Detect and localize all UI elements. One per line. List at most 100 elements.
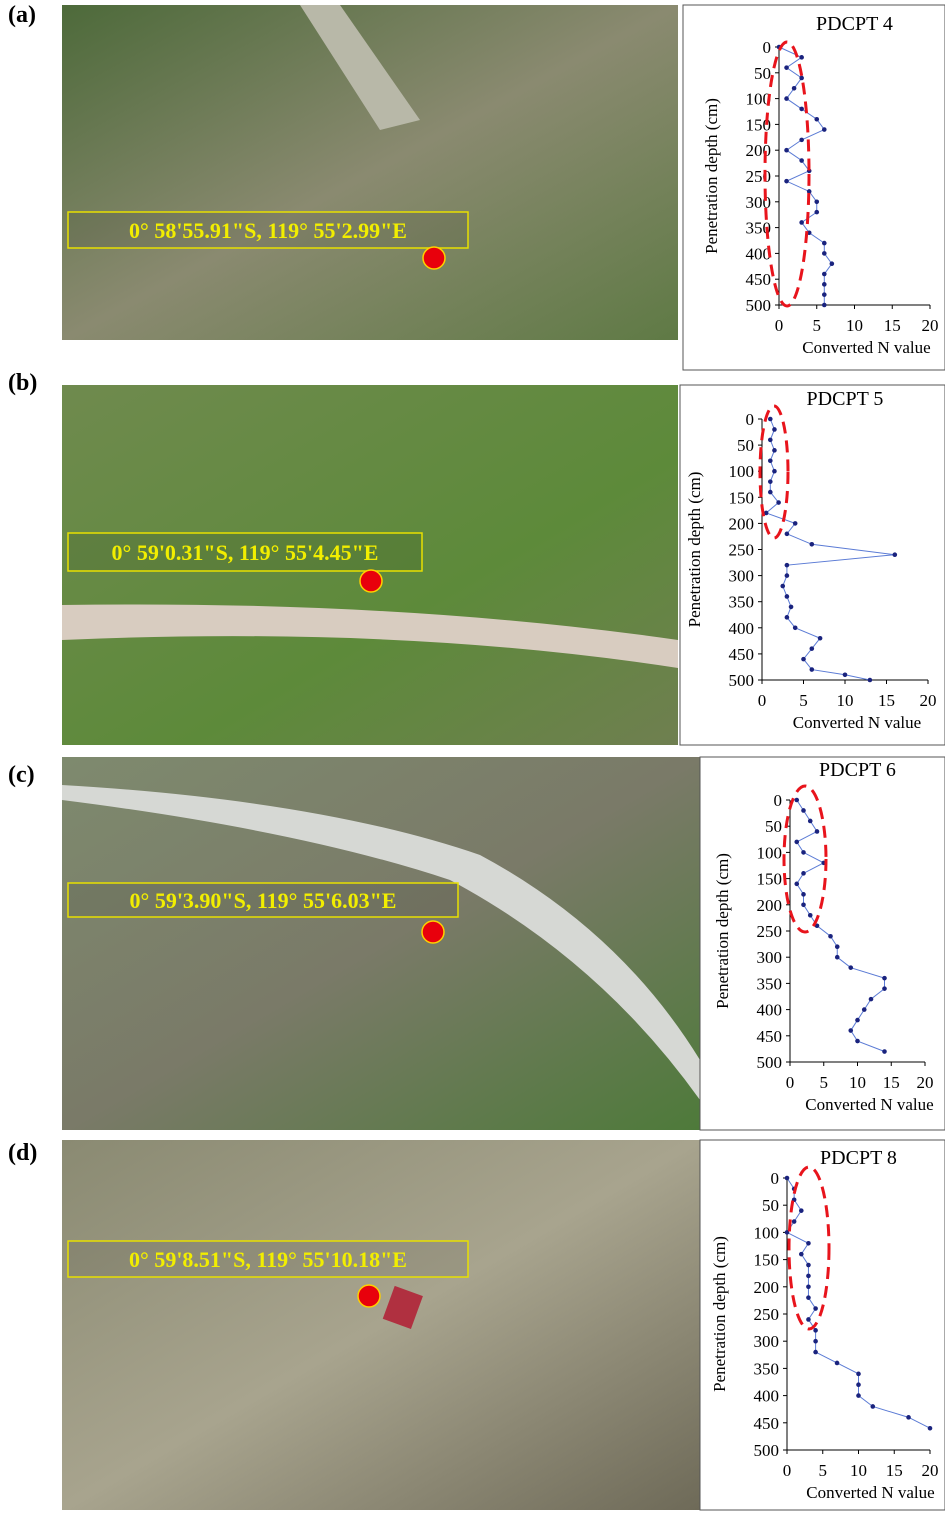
data-point (794, 798, 799, 803)
coordinate-text: 0° 59'0.31"S, 119° 55'4.45"E (112, 540, 379, 565)
x-tick-label: 5 (820, 1073, 829, 1092)
y-tick-label: 300 (729, 567, 755, 586)
coordinate-text: 0° 58'55.91"S, 119° 55'2.99"E (129, 218, 407, 243)
location-marker (423, 247, 445, 269)
data-point (789, 605, 794, 610)
data-point (801, 903, 806, 908)
data-point (776, 500, 781, 505)
data-point (835, 1361, 840, 1366)
y-tick-label: 450 (754, 1414, 780, 1433)
y-tick-label: 450 (746, 270, 772, 289)
y-tick-label: 0 (763, 38, 772, 57)
data-point (801, 871, 806, 876)
y-tick-label: 350 (729, 593, 755, 612)
data-point (808, 913, 813, 918)
data-point (822, 127, 827, 132)
data-point (814, 210, 819, 215)
data-point (785, 563, 790, 568)
y-tick-label: 300 (757, 948, 783, 967)
data-point (794, 840, 799, 845)
y-axis-label: Penetration depth (cm) (713, 853, 732, 1009)
chart-title: PDCPT 8 (820, 1147, 897, 1169)
x-tick-label: 20 (917, 1073, 934, 1092)
y-tick-label: 450 (757, 1027, 783, 1046)
coordinate-text: 0° 59'3.90"S, 119° 55'6.03"E (130, 888, 397, 913)
data-point (830, 261, 835, 266)
y-axis-label: Penetration depth (cm) (685, 472, 704, 628)
x-axis-label: Converted N value (806, 1483, 934, 1502)
x-tick-label: 10 (850, 1461, 867, 1480)
x-tick-label: 15 (883, 1073, 900, 1092)
y-tick-label: 500 (754, 1441, 780, 1460)
data-point (855, 1039, 860, 1044)
data-point (794, 882, 799, 887)
y-tick-label: 300 (754, 1332, 780, 1351)
data-point (793, 521, 798, 526)
panel-label: (d) (8, 1140, 37, 1166)
data-point (869, 997, 874, 1002)
data-point (862, 1007, 867, 1012)
x-tick-label: 10 (846, 316, 863, 335)
chart-title: PDCPT 4 (816, 13, 893, 35)
data-point (784, 65, 789, 70)
y-tick-label: 400 (746, 244, 772, 263)
y-tick-label: 400 (757, 1001, 783, 1020)
data-point (848, 1028, 853, 1033)
x-tick-label: 0 (783, 1461, 792, 1480)
data-point (768, 479, 773, 484)
y-tick-label: 400 (729, 619, 755, 638)
data-point (785, 615, 790, 620)
data-point (810, 667, 815, 672)
data-point (793, 626, 798, 631)
data-point (806, 1274, 811, 1279)
location-marker (358, 1285, 380, 1307)
y-tick-label: 250 (757, 922, 783, 941)
data-point (822, 303, 827, 308)
y-tick-label: 350 (757, 974, 783, 993)
x-tick-label: 5 (819, 1461, 828, 1480)
data-point (799, 1252, 804, 1257)
y-tick-label: 200 (746, 141, 772, 160)
x-tick-label: 15 (878, 691, 895, 710)
y-tick-label: 150 (729, 488, 755, 507)
data-point (822, 241, 827, 246)
data-point (806, 1295, 811, 1300)
location-marker (360, 570, 382, 592)
data-point (768, 490, 773, 495)
x-tick-label: 5 (799, 691, 808, 710)
aerial-photo (62, 1140, 700, 1510)
data-point (843, 672, 848, 677)
y-tick-label: 100 (746, 90, 772, 109)
x-tick-label: 5 (813, 316, 822, 335)
data-point (814, 117, 819, 122)
y-tick-label: 50 (762, 1196, 779, 1215)
y-tick-label: 0 (774, 791, 783, 810)
y-tick-label: 500 (729, 671, 755, 690)
data-point (792, 1219, 797, 1224)
data-point (799, 138, 804, 143)
data-point (822, 251, 827, 256)
data-point (768, 438, 773, 443)
data-point (810, 646, 815, 651)
data-point (785, 532, 790, 537)
data-point (835, 944, 840, 949)
data-point (835, 955, 840, 960)
data-point (882, 1049, 887, 1054)
y-tick-label: 0 (771, 1169, 780, 1188)
data-point (772, 448, 777, 453)
panel-label: (a) (8, 2, 36, 28)
y-tick-label: 100 (757, 843, 783, 862)
data-point (784, 96, 789, 101)
y-axis-label: Penetration depth (cm) (710, 1236, 729, 1392)
y-tick-label: 50 (754, 64, 771, 83)
y-tick-label: 400 (754, 1387, 780, 1406)
data-point (806, 1241, 811, 1246)
x-tick-label: 10 (837, 691, 854, 710)
coordinate-text: 0° 59'8.51"S, 119° 55'10.18"E (129, 1247, 407, 1272)
data-point (822, 292, 827, 297)
x-tick-label: 0 (775, 316, 784, 335)
y-tick-label: 200 (729, 514, 755, 533)
data-point (799, 1208, 804, 1213)
data-point (799, 55, 804, 60)
data-point (810, 542, 815, 547)
